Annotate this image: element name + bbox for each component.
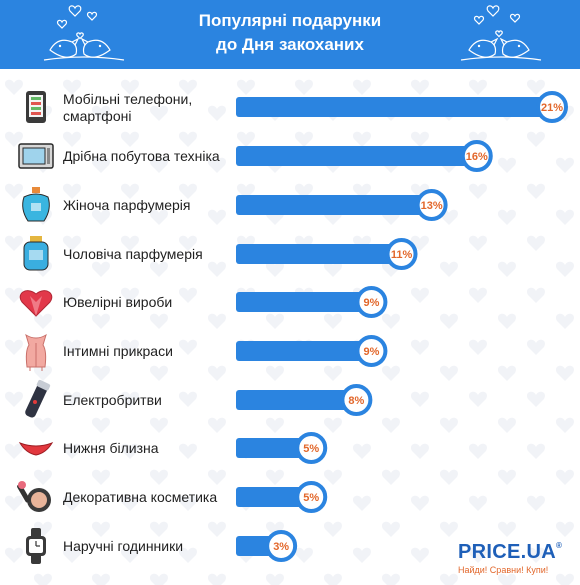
shaver-icon [25, 379, 51, 418]
brand-name: PRICE.UA [458, 541, 556, 563]
category-label: Жіноча парфумерія [63, 197, 190, 213]
bar [236, 97, 552, 117]
registered-mark: ® [555, 541, 563, 550]
value-label: 9% [363, 297, 379, 309]
value-badge [460, 140, 493, 172]
bar [236, 244, 402, 264]
lovebirds-icon [460, 5, 542, 61]
underwear-icon [18, 442, 54, 456]
value-label: 9% [363, 346, 379, 358]
value-badge [536, 91, 568, 123]
category-label: Дрібна побутова техніка [63, 148, 220, 164]
category-label: Наручні годинники [63, 538, 183, 554]
bar [236, 487, 312, 507]
value-badge [355, 335, 388, 367]
value-label: 5% [303, 443, 319, 455]
category-label: Електробритви [63, 392, 162, 408]
value-badge [385, 238, 418, 270]
category-label: Декоративна косметика [63, 489, 217, 505]
perfume-bottle-icon [22, 187, 50, 222]
cologne-bottle-icon [23, 236, 49, 271]
value-label: 21% [541, 102, 563, 114]
bar [236, 438, 312, 458]
heart-gem-icon [19, 290, 53, 317]
lovebirds-icon [43, 5, 125, 61]
value-badge [355, 286, 388, 318]
category-label: Інтимні прикраси [63, 343, 173, 359]
category-label: Чоловіча парфумерія [63, 246, 203, 262]
bar [236, 146, 477, 166]
value-label: 8% [348, 395, 364, 407]
value-label: 11% [391, 249, 413, 261]
page-title-line-2: до Дня закоханих [216, 35, 364, 54]
category-label: Мобільні телефони, смартфоні [63, 91, 192, 124]
value-badge [265, 530, 298, 562]
category-label: Ювелірні вироби [63, 294, 172, 310]
page-title-line-1: Популярні подарунки [198, 11, 382, 30]
value-label: 3% [273, 541, 289, 553]
brand-tagline: Найди! Сравни! Купи! [458, 565, 549, 575]
smartphone-icon [26, 91, 46, 123]
category-label: Нижня білизна [63, 440, 159, 456]
value-label: 5% [303, 492, 319, 504]
brand-logo: PRICE.UA® Найди! Сравни! Купи! [458, 541, 576, 575]
corset-icon [25, 333, 47, 371]
value-label: 16% [466, 151, 488, 163]
value-badge [340, 384, 373, 416]
value-badge [295, 481, 328, 513]
value-badge [415, 189, 448, 221]
value-badge [295, 432, 328, 464]
value-label: 13% [421, 200, 443, 212]
makeup-compact-icon [17, 481, 51, 512]
wristwatch-icon [26, 528, 46, 564]
bar [236, 195, 432, 215]
bar [236, 292, 372, 312]
bar [236, 390, 357, 410]
bar [236, 341, 372, 361]
microwave-icon [18, 143, 54, 169]
header-banner: Популярні подарунки до Дня закоханих [0, 0, 580, 69]
